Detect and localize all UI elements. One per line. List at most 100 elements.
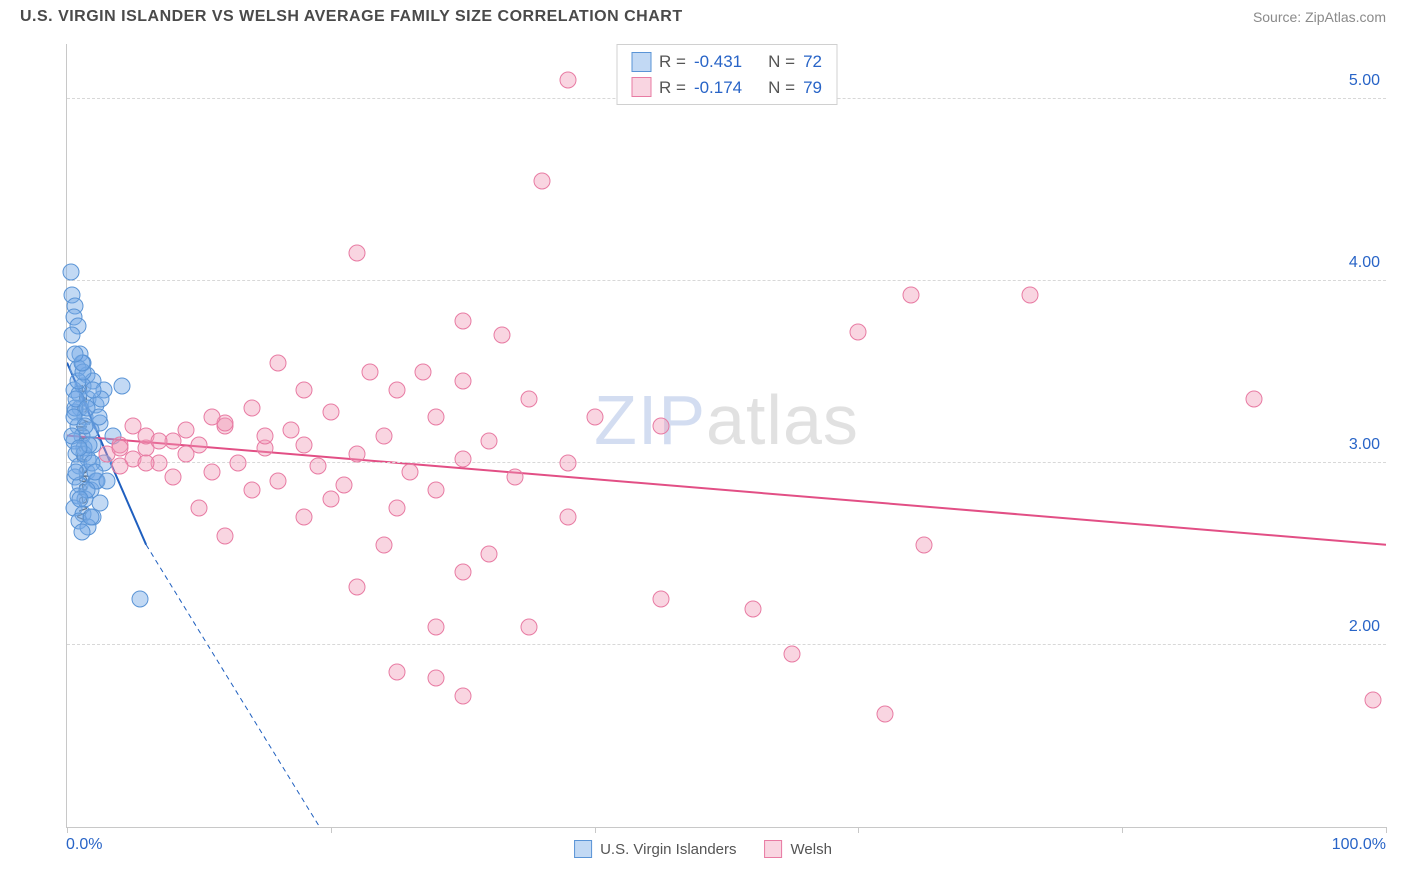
data-point — [70, 440, 87, 457]
data-point — [784, 646, 801, 663]
legend-row-series1: R = -0.431 N = 72 — [631, 49, 822, 75]
data-point — [190, 500, 207, 517]
legend-n-label-1: N = — [768, 49, 795, 75]
legend-item-1: U.S. Virgin Islanders — [574, 840, 736, 858]
data-point — [850, 323, 867, 340]
data-point — [296, 509, 313, 526]
x-tick — [331, 827, 332, 833]
data-point — [375, 427, 392, 444]
data-point — [73, 524, 90, 541]
legend-r-label-1: R = — [659, 49, 686, 75]
data-point — [560, 72, 577, 89]
data-point — [1364, 691, 1381, 708]
y-tick-label: 4.00 — [1349, 254, 1380, 272]
data-point — [335, 476, 352, 493]
watermark: ZIPatlas — [594, 380, 859, 460]
data-point — [270, 354, 287, 371]
data-point — [388, 664, 405, 681]
gridline — [67, 644, 1386, 645]
y-tick-label: 2.00 — [1349, 618, 1380, 636]
data-point — [560, 454, 577, 471]
data-point — [454, 564, 471, 581]
legend-swatch-2 — [631, 77, 651, 97]
legend-r-value-1: -0.431 — [694, 49, 742, 75]
data-point — [428, 482, 445, 499]
data-point — [454, 372, 471, 389]
data-point — [114, 378, 131, 395]
legend-r-value-2: -0.174 — [694, 75, 742, 101]
data-point — [309, 458, 326, 475]
data-point — [124, 418, 141, 435]
source-label: Source: ZipAtlas.com — [1253, 9, 1386, 25]
data-point — [586, 409, 603, 426]
watermark-atlas: atlas — [706, 381, 859, 459]
x-tick — [858, 827, 859, 833]
legend-item-2: Welsh — [765, 840, 832, 858]
legend-r-label-2: R = — [659, 75, 686, 101]
data-point — [322, 491, 339, 508]
x-tick — [595, 827, 596, 833]
data-point — [507, 469, 524, 486]
data-point — [916, 536, 933, 553]
data-point — [349, 445, 366, 462]
data-point — [177, 422, 194, 439]
gridline — [67, 280, 1386, 281]
data-point — [494, 327, 511, 344]
x-axis-start: 0.0% — [66, 836, 102, 854]
data-point — [903, 287, 920, 304]
chart-container: Average Family Size ZIPatlas R = -0.431 … — [20, 44, 1386, 862]
data-point — [533, 172, 550, 189]
legend-swatch-1 — [631, 52, 651, 72]
data-point — [520, 391, 537, 408]
legend-row-series2: R = -0.174 N = 79 — [631, 75, 822, 101]
data-point — [1021, 287, 1038, 304]
data-point — [520, 618, 537, 635]
data-point — [270, 473, 287, 490]
data-point — [111, 440, 128, 457]
data-point — [138, 454, 155, 471]
data-point — [454, 451, 471, 468]
legend-bottom-swatch-2 — [765, 840, 783, 858]
data-point — [481, 545, 498, 562]
data-point — [652, 418, 669, 435]
data-point — [388, 500, 405, 517]
data-point — [388, 381, 405, 398]
data-point — [64, 327, 81, 344]
data-point — [296, 436, 313, 453]
data-point — [349, 245, 366, 262]
data-point — [415, 363, 432, 380]
data-point — [111, 458, 128, 475]
y-tick-label: 3.00 — [1349, 436, 1380, 454]
data-point — [131, 591, 148, 608]
x-tick — [1122, 827, 1123, 833]
data-point — [66, 345, 83, 362]
x-axis-end: 100.0% — [1332, 836, 1386, 854]
data-point — [428, 409, 445, 426]
plot-area: ZIPatlas R = -0.431 N = 72 R = -0.174 N … — [66, 44, 1386, 828]
gridline — [67, 462, 1386, 463]
watermark-zip: ZIP — [594, 381, 706, 459]
data-point — [82, 509, 99, 526]
series-legend: U.S. Virgin Islanders Welsh — [574, 840, 832, 858]
data-point — [454, 312, 471, 329]
data-point — [283, 422, 300, 439]
data-point — [1246, 391, 1263, 408]
data-point — [204, 409, 221, 426]
legend-bottom-swatch-1 — [574, 840, 592, 858]
legend-bottom-label-2: Welsh — [791, 841, 832, 858]
data-point — [256, 427, 273, 444]
legend-n-value-1: 72 — [803, 49, 822, 75]
data-point — [876, 706, 893, 723]
data-point — [481, 432, 498, 449]
y-tick-label: 5.00 — [1349, 72, 1380, 90]
data-point — [177, 445, 194, 462]
data-point — [243, 400, 260, 417]
legend-bottom-label-1: U.S. Virgin Islanders — [600, 841, 736, 858]
data-point — [164, 469, 181, 486]
data-point — [78, 400, 95, 417]
data-point — [454, 687, 471, 704]
data-point — [68, 463, 85, 480]
data-point — [243, 482, 260, 499]
data-point — [85, 381, 102, 398]
correlation-legend: R = -0.431 N = 72 R = -0.174 N = 79 — [616, 44, 837, 105]
